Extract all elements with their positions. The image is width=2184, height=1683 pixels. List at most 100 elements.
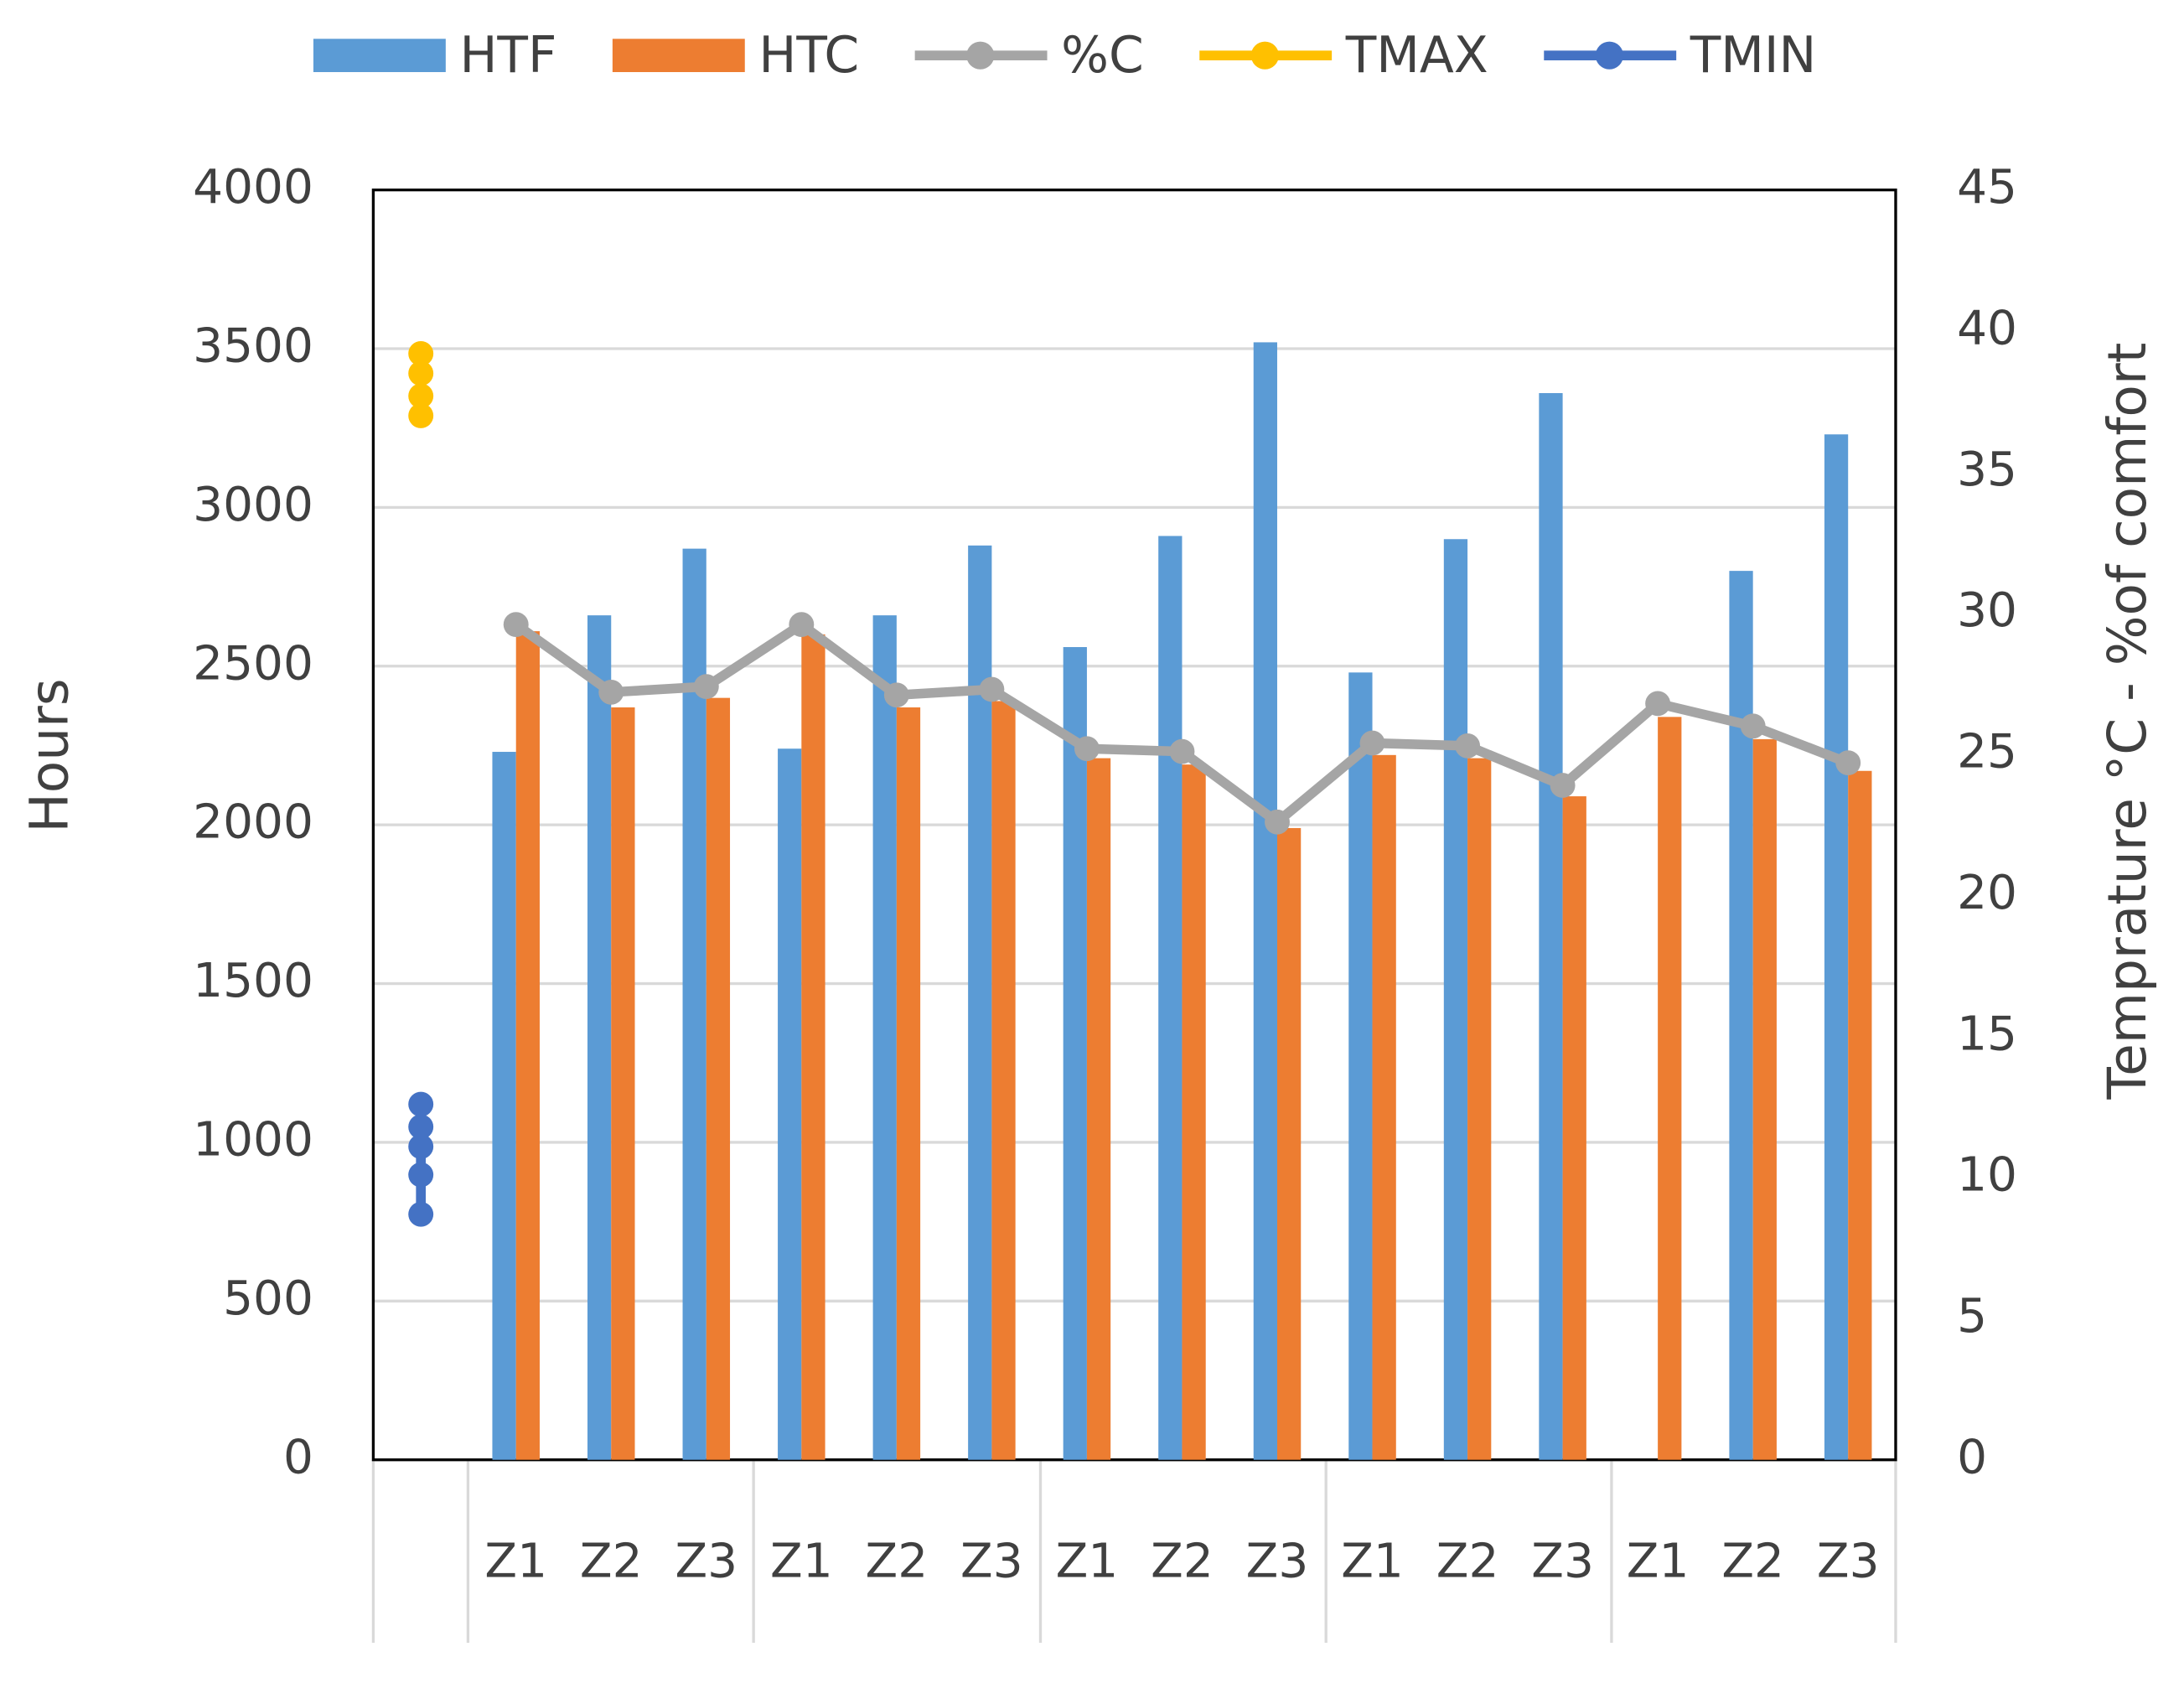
x-tick-label: Z2	[1151, 1534, 1214, 1588]
line-marker	[1265, 809, 1290, 835]
x-tick-label: Z3	[1246, 1534, 1309, 1588]
bar	[682, 548, 706, 1460]
y2-axis-title: Temprature °C - %of comfort	[2097, 343, 2158, 1100]
line-marker	[408, 1201, 434, 1227]
y2-tick-label: 5	[1957, 1289, 1987, 1344]
bar	[1063, 647, 1087, 1460]
line-marker	[1645, 691, 1671, 717]
legend-label: %C	[1061, 27, 1144, 85]
line-marker	[408, 340, 434, 366]
line-marker	[598, 680, 624, 705]
legend-label: HTF	[459, 27, 556, 85]
y-tick-label: 500	[223, 1271, 313, 1326]
bar	[1443, 539, 1468, 1460]
y-tick-label: 2500	[193, 636, 313, 691]
y-tick-label: 2000	[193, 795, 313, 850]
line-marker	[1169, 738, 1195, 764]
y2-tick-label: 10	[1957, 1148, 2017, 1203]
bar	[1372, 754, 1396, 1460]
bar	[1848, 770, 1872, 1460]
bar	[1658, 717, 1682, 1460]
x-tick-label: Z3	[960, 1534, 1023, 1588]
x-tick-label: Z1	[770, 1534, 833, 1588]
bar	[1752, 738, 1777, 1460]
line-marker	[1740, 713, 1766, 739]
y-tick-label: 1500	[193, 954, 313, 1008]
y-tick-label: 3000	[193, 478, 313, 532]
x-tick-label: Z1	[1056, 1534, 1119, 1588]
y2-tick-label: 40	[1957, 302, 2017, 356]
line-marker	[503, 612, 529, 637]
bar	[1158, 536, 1183, 1460]
y2-tick-label: 35	[1957, 443, 2017, 497]
line-marker	[408, 360, 434, 386]
y-axis-title: Hours	[18, 678, 80, 832]
line-marker	[693, 674, 719, 700]
x-tick-label: Z3	[1531, 1534, 1594, 1588]
x-tick-label: Z3	[675, 1534, 737, 1588]
y-tick-label: 3500	[193, 319, 313, 374]
legend-swatch	[1250, 41, 1279, 70]
bar	[991, 701, 1016, 1460]
x-tick-label: Z1	[1341, 1534, 1404, 1588]
bar	[896, 707, 921, 1460]
bar	[1086, 758, 1111, 1460]
bar	[1824, 434, 1849, 1460]
bar	[1467, 758, 1492, 1460]
bar	[706, 697, 731, 1460]
bar	[1729, 571, 1753, 1460]
x-tick-label: Z2	[866, 1534, 929, 1588]
line-marker	[1550, 773, 1576, 798]
line-marker	[789, 612, 815, 637]
line-marker	[408, 383, 434, 409]
line-marker	[408, 1134, 434, 1159]
line-marker	[1074, 736, 1100, 762]
bar	[1182, 764, 1206, 1460]
legend-label: TMIN	[1690, 27, 1817, 85]
y-tick-label: 4000	[193, 160, 313, 215]
legend-swatch	[612, 39, 745, 73]
legend-swatch	[313, 39, 446, 73]
legend-swatch	[1595, 41, 1624, 70]
line-marker	[408, 1114, 434, 1140]
bar	[611, 707, 635, 1460]
x-tick-label: Z1	[484, 1534, 547, 1588]
line-marker	[1835, 750, 1861, 775]
x-tick-label: Z2	[1721, 1534, 1784, 1588]
line-marker	[883, 682, 909, 708]
bar	[778, 748, 802, 1460]
y-tick-label: 1000	[193, 1113, 313, 1168]
bar	[492, 752, 516, 1460]
line-marker	[1359, 730, 1385, 756]
bar	[1276, 827, 1302, 1460]
y2-tick-label: 15	[1957, 1007, 2017, 1061]
x-tick-label: Z1	[1627, 1534, 1690, 1588]
x-tick-label: Z2	[1436, 1534, 1499, 1588]
line-marker	[979, 676, 1005, 702]
bar	[801, 634, 825, 1460]
plot-border	[371, 188, 1897, 1462]
bar	[1253, 342, 1277, 1460]
bar	[1562, 796, 1586, 1460]
legend-label: HTC	[758, 27, 859, 85]
bar	[587, 615, 612, 1460]
y2-tick-label: 25	[1957, 725, 2017, 779]
bar	[1539, 393, 1563, 1460]
x-tick-label: Z3	[1817, 1534, 1880, 1588]
x-tick-label: Z2	[580, 1534, 643, 1588]
bar	[1348, 672, 1373, 1460]
y2-tick-label: 0	[1957, 1430, 1987, 1484]
line-marker	[1455, 733, 1481, 759]
line-marker	[408, 403, 434, 428]
y2-tick-label: 20	[1957, 866, 2017, 920]
bar	[872, 615, 897, 1460]
y2-tick-label: 45	[1957, 160, 2017, 215]
bar	[515, 631, 540, 1460]
legend-label: TMAX	[1345, 27, 1488, 85]
line-marker	[408, 1162, 434, 1188]
group-separators	[371, 1459, 1897, 1644]
legend-swatch	[966, 41, 995, 70]
y-tick-label: 0	[283, 1430, 313, 1484]
line-marker	[408, 1091, 434, 1117]
